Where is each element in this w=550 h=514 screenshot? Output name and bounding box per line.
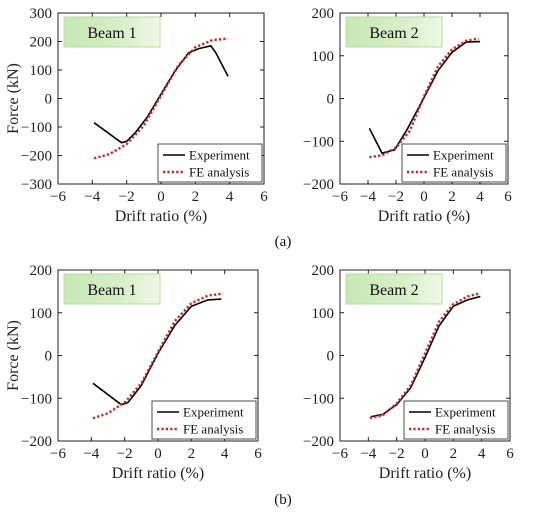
x-tick-label: −2 <box>388 189 404 205</box>
y-tick-label: 300 <box>30 6 53 22</box>
y-tick-label: −200 <box>303 177 334 193</box>
y-tick-label: 200 <box>30 263 53 279</box>
x-tick-label: 4 <box>226 189 234 205</box>
series-line-experiment <box>92 298 222 406</box>
y-tick-label: 200 <box>30 35 53 51</box>
chart-panel-4: −6 −4 −2 0 2 4 6 −200 −100 0 100 200 Drift ratio (%)… <box>303 263 514 482</box>
y-tick-label: 100 <box>30 63 53 79</box>
chart-panel-3: −6 −4 −2 0 2 4 6 −200 −100 0 100 200 Drift ratio (%)… <box>5 263 262 482</box>
x-tick-label: −6 <box>50 189 66 205</box>
panel-label-badge: Beam 2 <box>345 273 443 305</box>
x-tick-label: 6 <box>260 189 268 205</box>
y-tick-label: 0 <box>327 92 335 108</box>
x-tick-label: 0 <box>157 189 165 205</box>
legend: Experiment FE analysis <box>403 400 509 440</box>
x-tick-label: 2 <box>192 189 200 205</box>
chart-panel-1: −6 −4 −2 0 2 4 6 −300 −200 −100 0 100 200 300 Drift ra… <box>5 6 268 225</box>
series-line-experiment <box>371 295 481 418</box>
panel-label: Beam 1 <box>87 282 136 299</box>
y-tick-label: 100 <box>312 49 335 65</box>
x-tick-label: 4 <box>478 446 486 462</box>
y-tick-label: 200 <box>312 263 335 279</box>
chart-panel-2: −6 −4 −2 0 2 4 6 −200 −100 0 100 200 Drift ratio (%)… <box>303 6 512 225</box>
panel-label-badge: Beam 2 <box>345 16 443 48</box>
legend: Experiment FE analysis <box>157 143 263 183</box>
legend-entry: Experiment <box>433 148 494 163</box>
caption-b: (b) <box>274 492 292 508</box>
y-tick-label: −100 <box>21 391 52 407</box>
x-axis-label: Drift ratio (%) <box>378 208 470 225</box>
y-tick-label: −200 <box>21 149 52 165</box>
legend-entry: FE analysis <box>433 165 493 180</box>
legend-entry: Experiment <box>189 148 250 163</box>
x-tick-label: 4 <box>221 446 229 462</box>
legend-entry: Experiment <box>435 405 496 420</box>
y-tick-label: 200 <box>312 6 335 22</box>
legend: Experiment FE analysis <box>151 400 257 440</box>
panel-label: Beam 2 <box>369 282 418 299</box>
x-axis-label: Drift ratio (%) <box>112 465 204 482</box>
legend-entry: FE analysis <box>183 422 243 437</box>
y-axis-label: Force (kN) <box>5 63 22 134</box>
x-tick-label: −4 <box>360 446 376 462</box>
y-tick-label: −100 <box>303 134 334 150</box>
y-tick-label: −200 <box>303 434 334 450</box>
y-tick-label: 0 <box>327 349 335 365</box>
x-tick-label: 0 <box>420 189 428 205</box>
series-line-fe-analysis <box>92 292 224 420</box>
y-tick-label: 100 <box>30 306 53 322</box>
x-tick-label: −4 <box>84 189 100 205</box>
x-tick-label: 4 <box>476 189 484 205</box>
legend-entry: Experiment <box>183 405 244 420</box>
x-tick-label: 6 <box>506 446 514 462</box>
x-tick-label: −6 <box>332 446 348 462</box>
x-tick-label: 2 <box>448 189 456 205</box>
caption-a: (a) <box>275 234 292 250</box>
x-tick-label: −4 <box>83 446 99 462</box>
x-tick-label: −4 <box>360 189 376 205</box>
x-tick-label: −2 <box>389 446 405 462</box>
x-tick-label: 0 <box>154 446 162 462</box>
series-line-fe-analysis <box>369 37 479 159</box>
panel-label: Beam 2 <box>369 25 418 42</box>
x-axis-label: Drift ratio (%) <box>115 208 207 225</box>
x-tick-label: −2 <box>119 189 135 205</box>
y-tick-label: 100 <box>312 306 335 322</box>
x-tick-label: −6 <box>50 446 66 462</box>
series-line-experiment <box>368 40 481 155</box>
x-tick-label: 6 <box>254 446 262 462</box>
y-tick-label: −100 <box>303 391 334 407</box>
series-line-fe-analysis <box>93 37 229 160</box>
x-tick-label: 2 <box>188 446 196 462</box>
x-tick-label: 0 <box>421 446 429 462</box>
panel-label-badge: Beam 1 <box>63 273 161 305</box>
x-axis-label: Drift ratio (%) <box>379 465 471 482</box>
x-tick-label: 2 <box>450 446 458 462</box>
y-tick-label: −300 <box>21 177 52 193</box>
x-tick-label: −6 <box>332 189 348 205</box>
x-tick-label: 6 <box>504 189 512 205</box>
legend-entry: FE analysis <box>189 165 249 180</box>
y-tick-label: −100 <box>21 120 52 136</box>
y-axis-label: Force (kN) <box>5 320 22 391</box>
panel-label-badge: Beam 1 <box>63 16 161 48</box>
legend: Experiment FE analysis <box>401 143 507 183</box>
series-line-fe-analysis <box>369 291 481 420</box>
y-tick-label: 0 <box>45 92 53 108</box>
y-tick-label: −200 <box>21 434 52 450</box>
y-tick-label: 0 <box>45 349 53 365</box>
panel-label: Beam 1 <box>87 25 136 42</box>
legend-entry: FE analysis <box>435 422 495 437</box>
x-tick-label: −2 <box>117 446 133 462</box>
